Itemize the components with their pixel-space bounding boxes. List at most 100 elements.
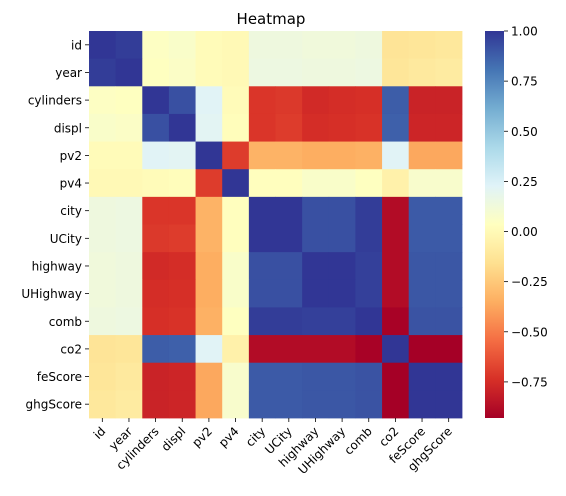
- heatmap-cell: [408, 113, 436, 142]
- heatmap-cell: [89, 279, 117, 308]
- heatmap-cell: [248, 58, 276, 87]
- heatmap-cell: [195, 141, 223, 170]
- heatmap-cell: [302, 141, 330, 170]
- heatmap-cell: [435, 113, 463, 142]
- heatmap-cell: [328, 113, 356, 142]
- heatmap-cell: [408, 279, 436, 308]
- heatmap-cell: [355, 252, 383, 281]
- heatmap-cell: [89, 86, 117, 115]
- heatmap-cell: [275, 362, 303, 391]
- heatmap-cell: [328, 362, 356, 391]
- y-tick-label: UHighway: [21, 287, 82, 301]
- y-tick-labels: id year cylinders displ pv2 pv4 city UCity highw…: [21, 38, 89, 412]
- heatmap-cell: [355, 307, 383, 336]
- heatmap-cell: [222, 58, 250, 87]
- heatmap-cell: [382, 113, 410, 142]
- heatmap-cell: [275, 58, 303, 87]
- heatmap-cell: [302, 31, 330, 60]
- heatmap-cell: [355, 390, 383, 419]
- heatmap-cell: [355, 224, 383, 253]
- heatmap-cell: [328, 335, 356, 364]
- heatmap-cell: [89, 307, 117, 336]
- heatmap-cell: [248, 86, 276, 115]
- heatmap-cell: [142, 279, 170, 308]
- heatmap-cell: [115, 86, 143, 115]
- colorbar: 1.00 0.75 0.50 0.25 0.00 −0.25 −0.50 −0.75: [485, 25, 548, 418]
- heatmap-cell: [248, 196, 276, 225]
- heatmap-cell: [382, 58, 410, 87]
- heatmap-cell: [222, 86, 250, 115]
- y-tick-label: id: [71, 38, 82, 52]
- heatmap-cell: [435, 390, 463, 419]
- heatmap-cell: [382, 252, 410, 281]
- heatmap-cell: [435, 86, 463, 115]
- heatmap-cell: [222, 169, 250, 198]
- heatmap-cell: [142, 252, 170, 281]
- y-tick-label: co2: [60, 342, 82, 356]
- heatmap-cell: [142, 86, 170, 115]
- heatmap-cell: [115, 224, 143, 253]
- heatmap-cell: [302, 279, 330, 308]
- heatmap-cell: [355, 335, 383, 364]
- heatmap-cell: [435, 252, 463, 281]
- heatmap-cell: [248, 169, 276, 198]
- heatmap-cell: [89, 335, 117, 364]
- heatmap-cell: [328, 390, 356, 419]
- heatmap-cell: [115, 169, 143, 198]
- heatmap-cell: [142, 307, 170, 336]
- heatmap-cell: [328, 196, 356, 225]
- heatmap-cell: [222, 113, 250, 142]
- heatmap-cell: [115, 31, 143, 60]
- heatmap-cell: [222, 335, 250, 364]
- heatmap-cell: [435, 169, 463, 198]
- heatmap-cell: [302, 196, 330, 225]
- heatmap-cell: [142, 335, 170, 364]
- colorbar-tick-label: 0.75: [511, 75, 538, 89]
- heatmap-cell: [435, 141, 463, 170]
- y-tick-label: ghgScore: [26, 398, 82, 412]
- heatmap-cell: [355, 113, 383, 142]
- heatmap-cell: [168, 141, 196, 170]
- heatmap-cell: [115, 362, 143, 391]
- heatmap-cell: [89, 31, 117, 60]
- heatmap-cell: [248, 224, 276, 253]
- heatmap-cell: [408, 141, 436, 170]
- heatmap-cell: [222, 390, 250, 419]
- heatmap-cell: [115, 335, 143, 364]
- heatmap-cell: [302, 390, 330, 419]
- heatmap-cell: [222, 31, 250, 60]
- heatmap-cell: [302, 335, 330, 364]
- heatmap-cell: [275, 86, 303, 115]
- heatmap-cell: [328, 279, 356, 308]
- heatmap-cell: [168, 113, 196, 142]
- heatmap-cell: [168, 252, 196, 281]
- y-tick-label: year: [55, 66, 82, 80]
- y-tick-label: comb: [49, 315, 82, 329]
- heatmap-cell: [115, 307, 143, 336]
- heatmap-cell: [168, 31, 196, 60]
- heatmap-cell: [89, 141, 117, 170]
- heatmap-cell: [222, 141, 250, 170]
- heatmap-cell: [115, 279, 143, 308]
- heatmap-cell: [195, 169, 223, 198]
- colorbar-tick-label: −0.50: [511, 325, 548, 339]
- heatmap-cell: [115, 196, 143, 225]
- heatmap-cell: [328, 58, 356, 87]
- heatmap-cell: [168, 307, 196, 336]
- heatmap-cell: [248, 31, 276, 60]
- heatmap-cell: [115, 252, 143, 281]
- heatmap-cell: [195, 86, 223, 115]
- heatmap-cell: [115, 390, 143, 419]
- heatmap-cell: [275, 224, 303, 253]
- x-tick-label: pv2: [189, 424, 215, 450]
- heatmap-cell: [435, 362, 463, 391]
- heatmap-cell: [435, 58, 463, 87]
- heatmap-cell: [168, 58, 196, 87]
- heatmap-cell: [222, 252, 250, 281]
- y-tick-label: city: [60, 204, 82, 218]
- heatmap-cell: [142, 224, 170, 253]
- heatmap-cell: [302, 252, 330, 281]
- heatmap-cell: [168, 335, 196, 364]
- heatmap-cell: [382, 279, 410, 308]
